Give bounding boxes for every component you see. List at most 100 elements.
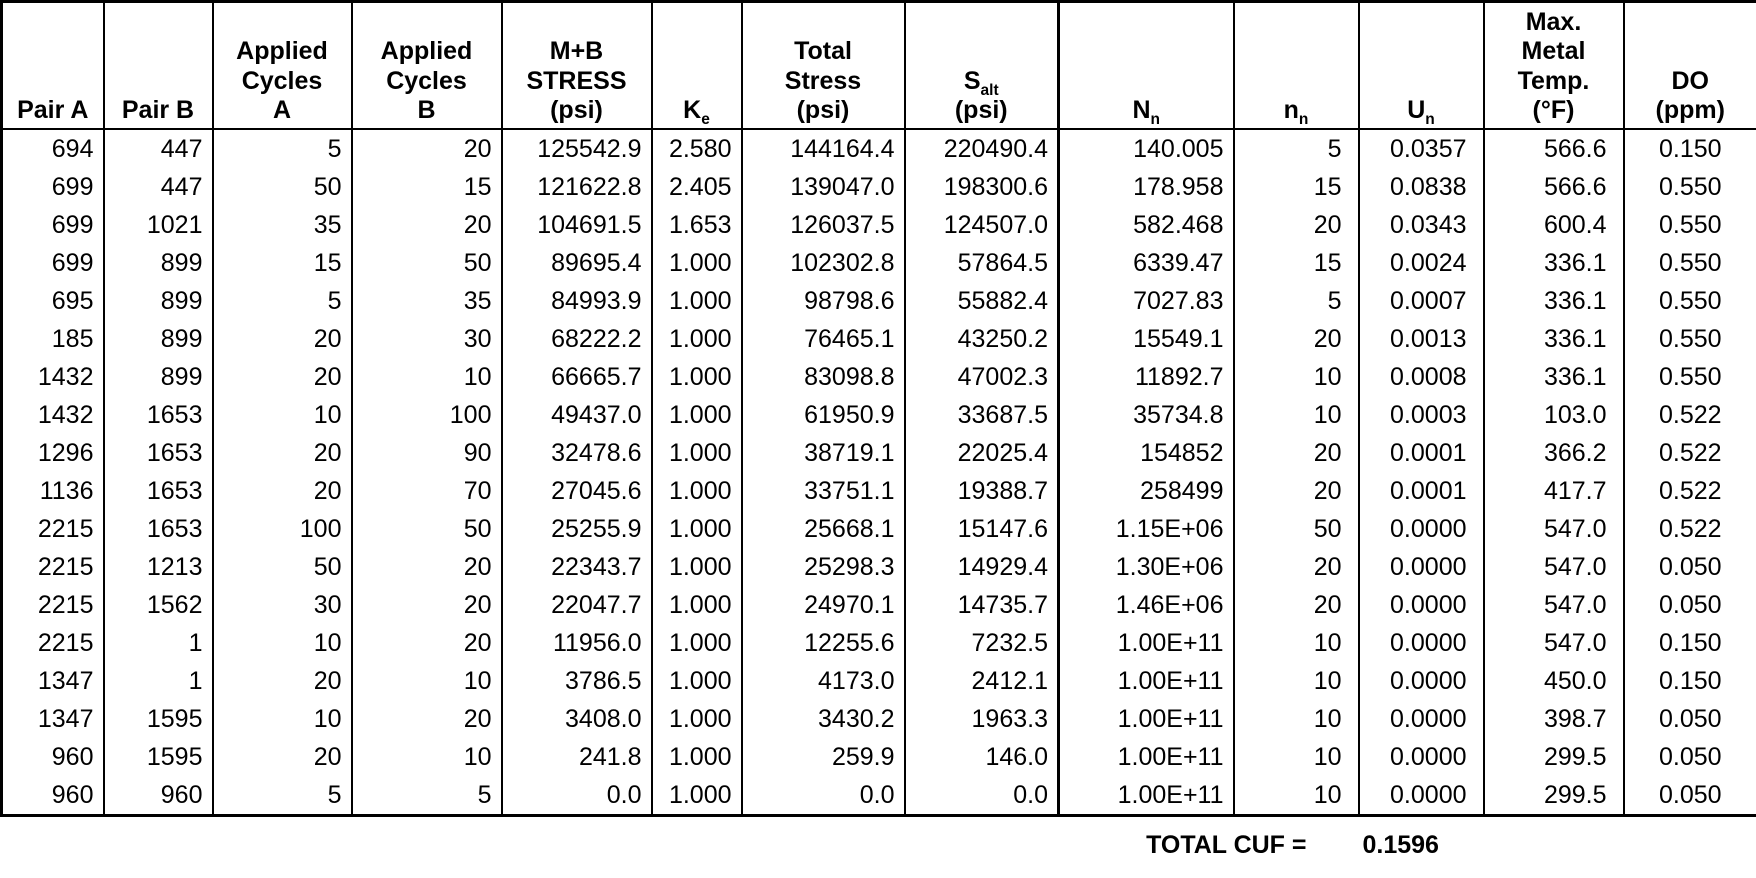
table-cell: 198300.6 xyxy=(903,168,1059,206)
table-cell: 15549.1 xyxy=(1057,320,1234,358)
table-cell: 57864.5 xyxy=(903,244,1059,282)
table-cell: 20 xyxy=(211,434,352,472)
table-cell: 899 xyxy=(102,282,213,320)
table-cell: 20 xyxy=(1232,320,1359,358)
table-cell: 50 xyxy=(211,548,352,586)
table-row: 1347 1595 10 20 3408.0 1.000 3430.2 1963.3 1.00E… xyxy=(0,700,1756,738)
table-cell: 11956.0 xyxy=(500,624,652,662)
table-cell: 10 xyxy=(1232,358,1359,396)
table-cell: 0.550 xyxy=(1622,244,1756,282)
table-cell: 1.653 xyxy=(650,206,742,244)
table-cell: 1.000 xyxy=(650,624,742,662)
table-cell: 10 xyxy=(1232,624,1359,662)
table-cell: 0.050 xyxy=(1622,738,1756,776)
table-cell: 547.0 xyxy=(1482,548,1624,586)
table-cell: 5 xyxy=(211,282,352,320)
table-cell: 336.1 xyxy=(1482,358,1624,396)
table-cell: 35734.8 xyxy=(1057,396,1234,434)
table-row: 2215 1 10 20 11956.0 1.000 12255.6 7232.5 1.00E+… xyxy=(0,624,1756,662)
table-cell: 38719.1 xyxy=(740,434,905,472)
table-cell: 126037.5 xyxy=(740,206,905,244)
table-cell: 22025.4 xyxy=(903,434,1059,472)
table-cell: 336.1 xyxy=(1482,320,1624,358)
table-cell: 100 xyxy=(211,510,352,548)
table-cell: 5 xyxy=(211,129,352,168)
table-cell: 20 xyxy=(350,548,502,586)
table-cell: 12255.6 xyxy=(740,624,905,662)
table-cell: 15 xyxy=(1232,168,1359,206)
table-cell: 0.0343 xyxy=(1357,206,1484,244)
table-cell: 20 xyxy=(350,206,502,244)
table-cell: 4173.0 xyxy=(740,662,905,700)
table-cell: 0.522 xyxy=(1622,510,1756,548)
table-cell: 960 xyxy=(102,776,213,817)
table-row: 1432 1653 10 100 49437.0 1.000 61950.9 33687.5 3… xyxy=(0,396,1756,434)
table-cell: 7027.83 xyxy=(1057,282,1234,320)
table-cell: 24970.1 xyxy=(740,586,905,624)
table-cell: 146.0 xyxy=(903,738,1059,776)
table-cell: 566.6 xyxy=(1482,168,1624,206)
table-row: 960 1595 20 10 241.8 1.000 259.9 146.0 1.00E+11 1… xyxy=(0,738,1756,776)
table-cell: 104691.5 xyxy=(500,206,652,244)
table-footer: TOTAL CUF = 0.1596 xyxy=(2,816,1756,874)
table-cell: 14735.7 xyxy=(903,586,1059,624)
table-cell: 694 xyxy=(0,129,104,168)
table-cell: 0.0008 xyxy=(1357,358,1484,396)
table-cell: 960 xyxy=(0,776,104,817)
table-cell: 1.000 xyxy=(650,434,742,472)
table-row: 2215 1562 30 20 22047.7 1.000 24970.1 14735.7 1.… xyxy=(0,586,1756,624)
table-cell: 0.0024 xyxy=(1357,244,1484,282)
table-cell: 55882.4 xyxy=(903,282,1059,320)
col-header-pair-a: Pair A xyxy=(0,0,104,130)
table-cell: 66665.7 xyxy=(500,358,652,396)
col-header-un: Un xyxy=(1357,0,1484,130)
table-cell: 6339.47 xyxy=(1057,244,1234,282)
table-row: 699 899 15 50 89695.4 1.000 102302.8 57864.5 633… xyxy=(0,244,1756,282)
table-cell: 0.550 xyxy=(1622,358,1756,396)
total-cuf-value: 0.1596 xyxy=(1362,830,1439,859)
table-cell: 1 xyxy=(102,624,213,662)
table-cell: 0.050 xyxy=(1622,776,1756,817)
table-cell: 10 xyxy=(211,700,352,738)
table-cell: 35 xyxy=(350,282,502,320)
table-cell: 0.0000 xyxy=(1357,510,1484,548)
footer-spacer xyxy=(1484,816,1756,874)
table-row: 185 899 20 30 68222.2 1.000 76465.1 43250.2 1554… xyxy=(0,320,1756,358)
table-cell: 5 xyxy=(350,776,502,817)
table-cell: 1.00E+11 xyxy=(1057,738,1234,776)
table-cell: 450.0 xyxy=(1482,662,1624,700)
table-cell: 33751.1 xyxy=(740,472,905,510)
col-header-salt: Salt (psi) xyxy=(903,0,1059,130)
table-cell: 447 xyxy=(102,168,213,206)
table-cell: 0.0003 xyxy=(1357,396,1484,434)
table-cell: 582.468 xyxy=(1057,206,1234,244)
table-cell: 102302.8 xyxy=(740,244,905,282)
table-cell: 1.000 xyxy=(650,358,742,396)
table-cell: 241.8 xyxy=(500,738,652,776)
table-cell: 144164.4 xyxy=(740,129,905,168)
table-cell: 0.0000 xyxy=(1357,624,1484,662)
table-cell: 20 xyxy=(350,700,502,738)
table-cell: 0.0007 xyxy=(1357,282,1484,320)
col-header-total-stress: Total Stress (psi) xyxy=(740,0,905,130)
table-cell: 1653 xyxy=(102,510,213,548)
table-cell: 0.0 xyxy=(740,776,905,817)
table-cell: 899 xyxy=(102,320,213,358)
table-cell: 2215 xyxy=(0,510,104,548)
table-cell: 1 xyxy=(102,662,213,700)
table-cell: 0.0013 xyxy=(1357,320,1484,358)
table-cell: 15 xyxy=(1232,244,1359,282)
table-cell: 447 xyxy=(102,129,213,168)
table-row: 1432 899 20 10 66665.7 1.000 83098.8 47002.3 118… xyxy=(0,358,1756,396)
table-cell: 1296 xyxy=(0,434,104,472)
table-cell: 49437.0 xyxy=(500,396,652,434)
table-cell: 547.0 xyxy=(1482,510,1624,548)
table-cell: 47002.3 xyxy=(903,358,1059,396)
table-cell: 3408.0 xyxy=(500,700,652,738)
table-cell: 25668.1 xyxy=(740,510,905,548)
table-cell: 547.0 xyxy=(1482,624,1624,662)
table-cell: 10 xyxy=(211,624,352,662)
table-row: 699 447 50 15 121622.8 2.405 139047.0 198300.6 1… xyxy=(0,168,1756,206)
table-cell: 2412.1 xyxy=(903,662,1059,700)
